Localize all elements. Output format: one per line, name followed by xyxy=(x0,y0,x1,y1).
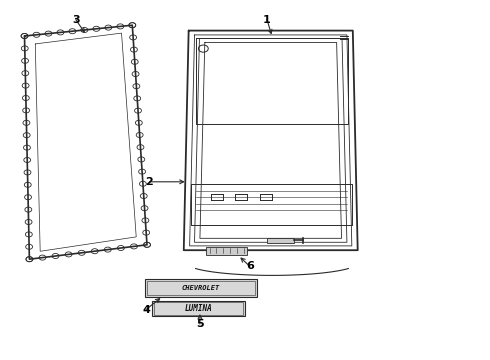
FancyBboxPatch shape xyxy=(145,279,257,297)
Text: LUMINA: LUMINA xyxy=(185,304,212,313)
Text: 5: 5 xyxy=(196,319,204,329)
Text: 3: 3 xyxy=(72,15,80,25)
Bar xyxy=(267,238,294,243)
Text: 4: 4 xyxy=(142,305,150,315)
Text: 6: 6 xyxy=(246,261,254,271)
Text: 2: 2 xyxy=(146,177,153,187)
Bar xyxy=(206,247,247,255)
Text: CHEVROLET: CHEVROLET xyxy=(182,285,220,291)
Text: 1: 1 xyxy=(263,15,271,25)
FancyBboxPatch shape xyxy=(152,301,245,316)
